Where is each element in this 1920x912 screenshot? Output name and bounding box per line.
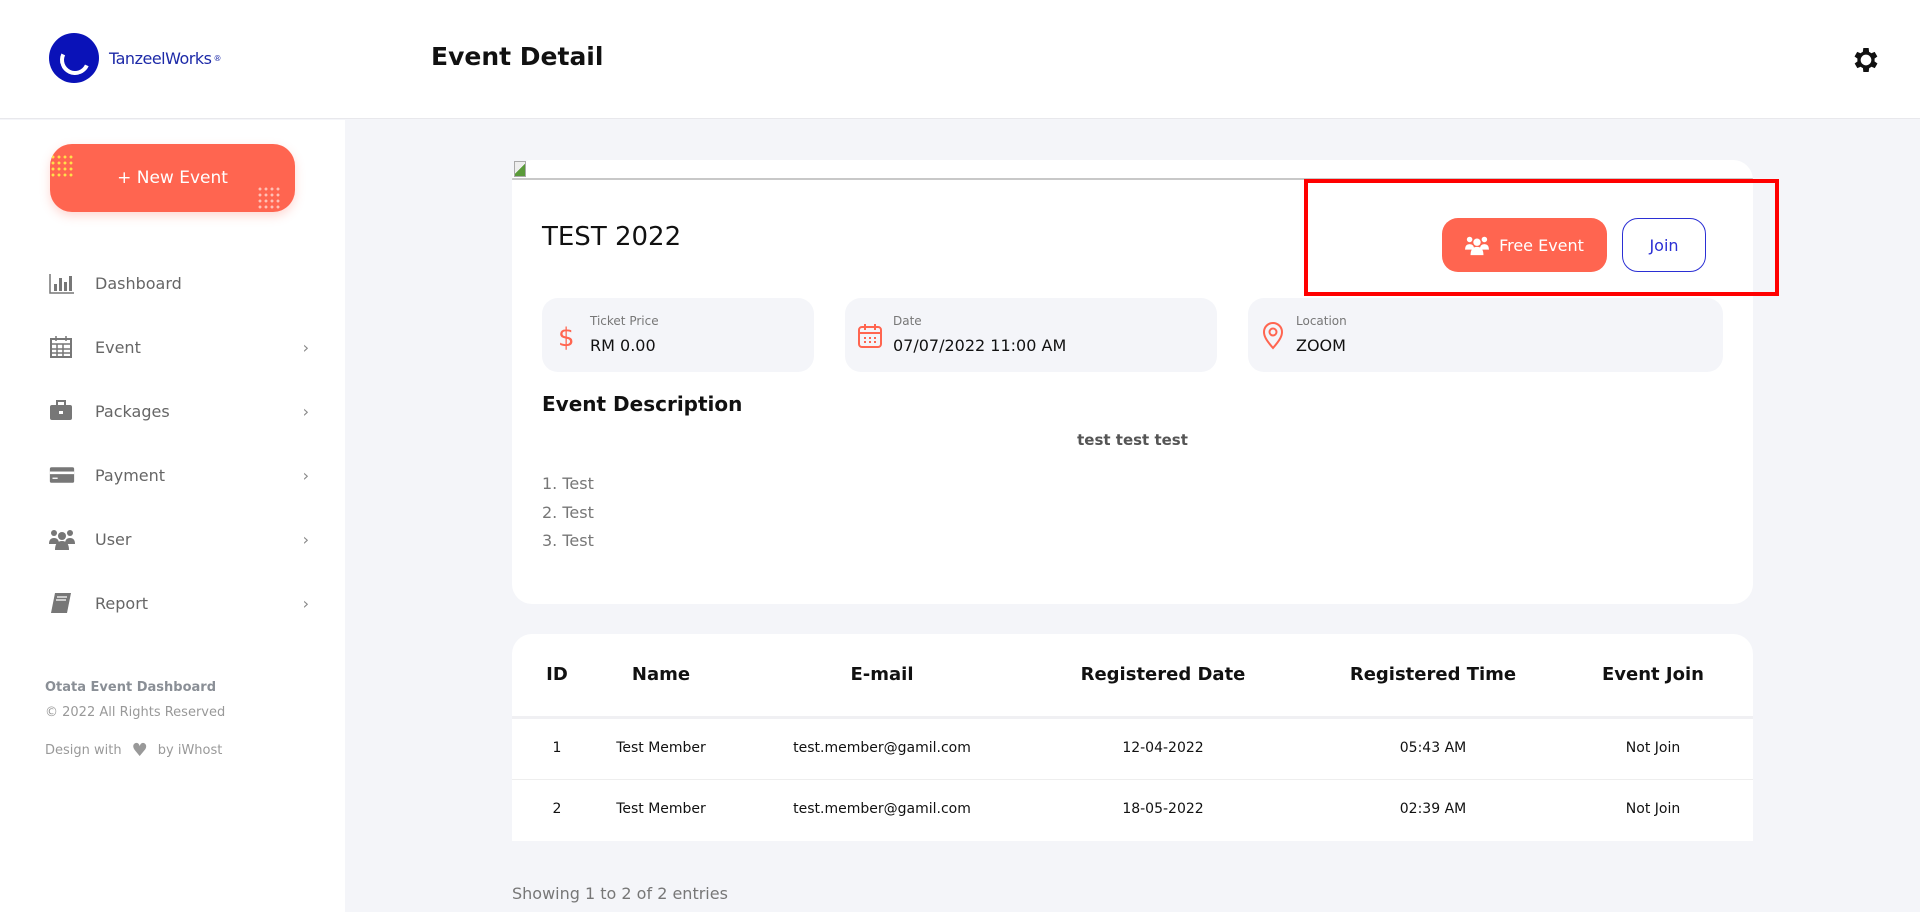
page-title: Event Detail — [431, 42, 604, 71]
briefcase-icon — [50, 400, 72, 420]
logo-mark-icon — [49, 33, 99, 83]
cell-name: Test Member — [616, 740, 706, 756]
sidebar-item-label: Dashboard — [95, 273, 182, 293]
sidebar-item-label: Event — [95, 337, 141, 357]
description-list-item: 1. Test — [542, 474, 594, 493]
description-list-item: 3. Test — [542, 531, 594, 550]
sidebar-item-report[interactable]: Report › — [49, 588, 309, 618]
chevron-right-icon: › — [302, 337, 309, 357]
cell-registered-date: 12-04-2022 — [1122, 740, 1204, 756]
column-header-email: E-mail — [850, 664, 914, 685]
chevron-right-icon: › — [302, 529, 309, 549]
cell-registered-time: 02:39 AM — [1399, 801, 1467, 817]
ticket-price-label: Ticket Price — [590, 314, 659, 328]
column-header-name: Name — [631, 664, 691, 685]
logo-registered: ® — [213, 53, 222, 63]
cell-id: 2 — [552, 801, 562, 817]
decor-dots — [257, 186, 281, 210]
sidebar-item-label: Packages — [95, 401, 170, 421]
credit-card-icon — [49, 467, 75, 483]
date-box: Date 07/07/2022 11:00 AM — [845, 298, 1217, 372]
footer-copyright: © 2022 All Rights Reserved — [45, 705, 226, 720]
row-divider — [512, 779, 1753, 780]
cell-id: 1 — [552, 740, 562, 756]
event-title: TEST 2022 — [542, 222, 682, 252]
footer-by: by iWhost — [157, 743, 223, 758]
header-divider — [512, 716, 1753, 719]
sidebar-item-label: Report — [95, 593, 149, 613]
bar-chart-icon — [49, 274, 74, 294]
chevron-right-icon: › — [302, 465, 309, 485]
table-info: Showing 1 to 2 of 2 entries — [512, 884, 728, 903]
footer-credit: Design with ♥ by iWhost — [45, 740, 222, 761]
new-event-label: + New Event — [117, 168, 228, 188]
sidebar-item-event[interactable]: Event › — [49, 332, 309, 362]
sidebar-item-user[interactable]: User › — [49, 524, 309, 554]
cell-email: test.member@gamil.com — [793, 740, 971, 756]
sidebar-item-payment[interactable]: Payment › — [49, 460, 309, 490]
footer-design-with: Design with — [45, 743, 122, 758]
description-heading: Event Description — [542, 392, 743, 416]
chevron-right-icon: › — [302, 401, 309, 421]
free-event-button[interactable]: Free Event — [1442, 218, 1607, 272]
broken-image-icon — [514, 161, 526, 177]
top-header: TanzeelWorks ® Event Detail — [0, 0, 1920, 119]
calendar-icon — [50, 336, 72, 358]
cell-event-join: Not Join — [1625, 801, 1681, 817]
description-text: test test test — [1077, 431, 1188, 449]
users-icon — [1465, 236, 1490, 256]
free-event-label: Free Event — [1499, 235, 1584, 255]
sidebar-item-dashboard[interactable]: Dashboard — [49, 268, 309, 298]
ticket-price-box: $ Ticket Price RM 0.00 — [542, 298, 814, 372]
column-header-id: ID — [546, 664, 568, 685]
decor-dots — [50, 154, 74, 178]
logo[interactable]: TanzeelWorks ® — [49, 33, 221, 83]
column-header-registered-time: Registered Time — [1349, 664, 1517, 685]
highlight-box — [1304, 179, 1779, 296]
cell-registered-time: 05:43 AM — [1399, 740, 1467, 756]
cell-name: Test Member — [616, 801, 706, 817]
ticket-price-value: RM 0.00 — [590, 336, 656, 355]
description-list-item: 2. Test — [542, 503, 594, 522]
cell-registered-date: 18-05-2022 — [1122, 801, 1204, 817]
calendar-icon — [858, 324, 882, 348]
book-icon — [51, 593, 71, 613]
date-value: 07/07/2022 11:00 AM — [893, 336, 1067, 355]
registrations-table: ID Name E-mail Registered Date Registere… — [512, 634, 1753, 841]
sidebar-item-label: User — [95, 529, 132, 549]
join-button[interactable]: Join — [1622, 218, 1706, 272]
gear-icon[interactable] — [1850, 44, 1882, 76]
sidebar-item-packages[interactable]: Packages › — [49, 396, 309, 426]
cell-event-join: Not Join — [1625, 740, 1681, 756]
footer-brand: Otata Event Dashboard — [45, 680, 216, 695]
date-label: Date — [893, 314, 922, 328]
sidebar-item-label: Payment — [95, 465, 166, 485]
new-event-button[interactable]: + New Event — [50, 144, 295, 212]
heart-icon: ♥ — [131, 740, 148, 761]
location-label: Location — [1296, 314, 1347, 328]
location-value: ZOOM — [1296, 336, 1346, 355]
logo-text: TanzeelWorks — [109, 48, 212, 68]
event-banner-image — [512, 160, 1753, 180]
column-header-registered-date: Registered Date — [1080, 664, 1246, 685]
cell-email: test.member@gamil.com — [793, 801, 971, 817]
chevron-right-icon: › — [302, 593, 309, 613]
dollar-icon: $ — [558, 323, 575, 350]
location-box: Location ZOOM — [1248, 298, 1723, 372]
map-pin-icon — [1262, 322, 1284, 350]
svg-text:$: $ — [558, 323, 575, 350]
column-header-event-join: Event Join — [1602, 664, 1704, 685]
users-icon — [49, 530, 75, 550]
sidebar: + New Event Dashboard Event › Packages ›… — [0, 120, 345, 912]
